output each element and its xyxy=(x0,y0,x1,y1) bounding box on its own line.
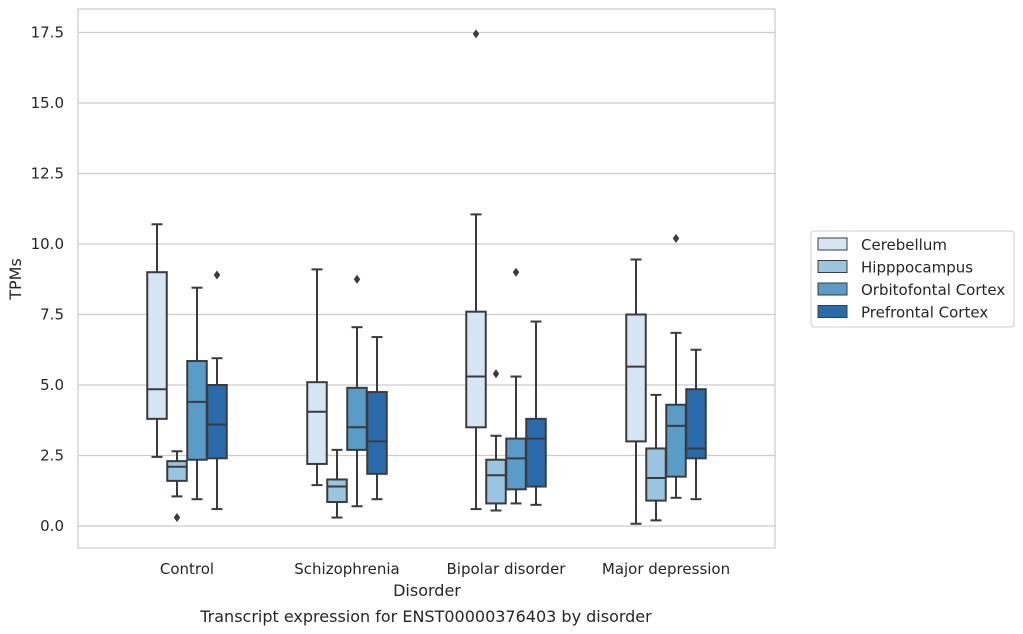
box-body xyxy=(326,478,348,504)
box-body xyxy=(166,460,188,482)
y-axis-tick-labels: 0.0 2.5 5.0 7.5 10.0 12.5 15.0 17.5 xyxy=(31,24,64,536)
box-cerebellum xyxy=(465,29,487,511)
box-orbitofontal-cortex xyxy=(665,233,687,499)
y-tick-label: 0.0 xyxy=(40,517,64,535)
box-body xyxy=(645,447,667,502)
box-body xyxy=(665,403,687,478)
box-body xyxy=(306,381,328,465)
y-tick-label: 10.0 xyxy=(31,235,64,253)
box-body xyxy=(186,360,208,461)
y-tick-label: 7.5 xyxy=(40,306,64,324)
outlier-point xyxy=(213,270,221,280)
outlier-point xyxy=(472,29,480,39)
box-cerebellum xyxy=(625,258,647,525)
y-tick-label: 12.5 xyxy=(31,165,64,183)
x-tick-label: Major depression xyxy=(602,560,730,578)
legend-label: Orbitofontal Cortex xyxy=(861,281,1005,299)
box-cerebellum xyxy=(306,268,328,487)
box-prefrontal-cortex xyxy=(206,270,228,511)
legend: Cerebellum Hipppocampus Orbitofontal Corte… xyxy=(810,230,1015,328)
box-body xyxy=(206,384,228,460)
box-body xyxy=(146,271,168,420)
y-tick-label: 17.5 xyxy=(31,24,64,42)
box-body xyxy=(685,388,707,460)
box-prefrontal-cortex xyxy=(685,348,707,501)
box-orbitofontal-cortex xyxy=(505,267,527,505)
box-body xyxy=(465,310,487,429)
box-hipppocampus xyxy=(166,450,188,523)
legend-label: Hipppocampus xyxy=(861,259,973,277)
box-hipppocampus xyxy=(326,448,348,519)
box-orbitofontal-cortex xyxy=(186,286,208,501)
box-hipppocampus xyxy=(485,369,507,512)
outlier-point xyxy=(173,513,181,523)
box-body xyxy=(485,458,507,505)
box-orbitofontal-cortex xyxy=(346,274,368,508)
plot-frame xyxy=(77,8,776,549)
legend-swatch xyxy=(817,237,848,251)
legend-swatch xyxy=(817,282,848,296)
legend-frame xyxy=(810,230,1015,328)
outlier-point xyxy=(512,267,520,277)
legend-label: Cerebellum xyxy=(861,236,947,254)
box-prefrontal-cortex xyxy=(366,336,388,501)
x-tick-label: Control xyxy=(160,560,214,578)
legend-swatch xyxy=(817,305,848,318)
y-axis-title: TPMs xyxy=(6,258,25,301)
outlier-point xyxy=(353,274,361,284)
box-body xyxy=(625,313,647,443)
boxes xyxy=(146,29,707,525)
outlier-point xyxy=(492,369,500,379)
x-axis-tick-labels: Control Schizophrenia Bipolar disorder Majo… xyxy=(160,560,730,578)
legend-swatch xyxy=(817,260,848,273)
y-tick-label: 15.0 xyxy=(31,94,64,112)
box-body xyxy=(525,417,547,488)
legend-label: Prefrontal Cortex xyxy=(861,304,988,322)
box-cerebellum xyxy=(146,223,168,458)
x-tick-label: Schizophrenia xyxy=(294,560,399,578)
y-tick-label: 2.5 xyxy=(40,447,64,465)
y-tick-label: 5.0 xyxy=(40,376,64,394)
box-body xyxy=(366,391,388,475)
outlier-point xyxy=(672,233,680,243)
box-body xyxy=(346,386,368,451)
box-body xyxy=(505,437,527,491)
x-tick-label: Bipolar disorder xyxy=(447,560,567,578)
figure-caption: Transcript expression for ENST0000037640… xyxy=(199,607,652,626)
box-hipppocampus xyxy=(645,393,667,522)
x-axis-title: Disorder xyxy=(393,581,461,600)
box-prefrontal-cortex xyxy=(525,320,547,506)
